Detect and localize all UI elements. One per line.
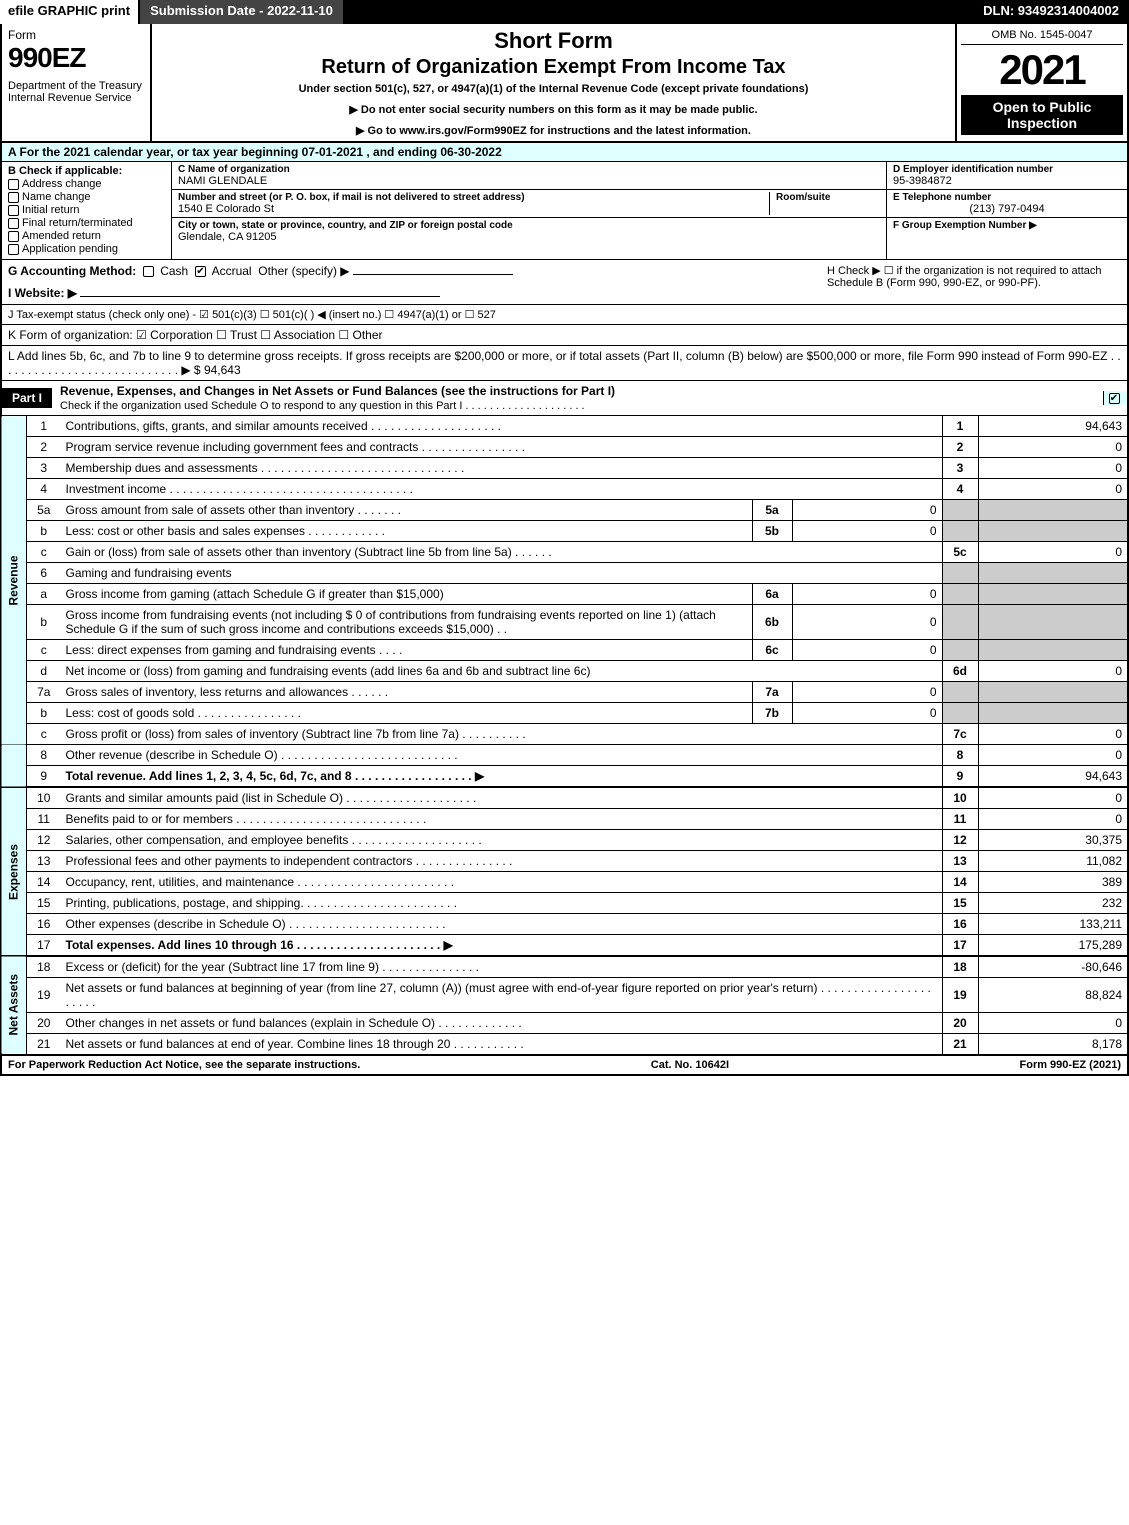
line-4: 4Investment income . . . . . . . . . . .… [1,479,1128,500]
dln-number: DLN: 93492314004002 [973,0,1129,24]
line-21: 21Net assets or fund balances at end of … [1,1034,1128,1055]
line-5b: bLess: cost or other basis and sales exp… [1,521,1128,542]
form-header-left: Form 990EZ Department of the Treasury In… [2,24,152,141]
group-exemption-label: F Group Exemption Number ▶ [893,220,1121,231]
section-l: L Add lines 5b, 6c, and 7b to line 9 to … [0,346,1129,381]
section-b-to-f: B Check if applicable: Address change Na… [0,162,1129,260]
line-2: 2Program service revenue including gover… [1,437,1128,458]
line-14: 14Occupancy, rent, utilities, and mainte… [1,872,1128,893]
section-b-header: B Check if applicable: [8,165,165,177]
part-i-check-note: Check if the organization used Schedule … [60,400,585,412]
note-ssn: ▶ Do not enter social security numbers o… [160,103,947,116]
check-cash[interactable] [143,266,154,277]
check-initial-return[interactable]: Initial return [8,204,165,216]
form-header: Form 990EZ Department of the Treasury In… [0,24,1129,143]
phone-label: E Telephone number [893,192,1121,203]
open-to-public: Open to Public Inspection [961,95,1123,135]
line-6d: dNet income or (loss) from gaming and fu… [1,661,1128,682]
line-12: 12Salaries, other compensation, and empl… [1,830,1128,851]
section-i: I Website: ▶ [8,286,821,300]
check-address-change[interactable]: Address change [8,178,165,190]
check-accrual[interactable] [195,266,206,277]
org-name-label: C Name of organization [178,164,880,175]
section-j: J Tax-exempt status (check only one) - ☑… [0,305,1129,325]
form-number: 990EZ [8,42,144,74]
form-header-center: Short Form Return of Organization Exempt… [152,24,957,141]
side-net-assets: Net Assets [1,956,27,1055]
line-7b: bLess: cost of goods sold . . . . . . . … [1,703,1128,724]
line-20: 20Other changes in net assets or fund ba… [1,1013,1128,1034]
room-label: Room/suite [776,192,880,203]
ein-value: 95-3984872 [893,175,1121,187]
top-bar: efile GRAPHIC print Submission Date - 20… [0,0,1129,24]
part-i-table: Revenue 1 Contributions, gifts, grants, … [0,416,1129,1055]
line-11: 11Benefits paid to or for members . . . … [1,809,1128,830]
tax-year: 2021 [961,45,1123,95]
line-13: 13Professional fees and other payments t… [1,851,1128,872]
part-i-tag: Part I [2,388,52,408]
note-url: ▶ Go to www.irs.gov/Form990EZ for instru… [160,124,947,137]
check-application-pending[interactable]: Application pending [8,243,165,255]
line-16: 16Other expenses (describe in Schedule O… [1,914,1128,935]
title-return: Return of Organization Exempt From Incom… [160,56,947,79]
line-6b: bGross income from fundraising events (n… [1,605,1128,640]
form-label: Form [8,28,144,42]
line-7a: 7aGross sales of inventory, less returns… [1,682,1128,703]
line-9: 9Total revenue. Add lines 1, 2, 3, 4, 5c… [1,766,1128,788]
check-schedule-o[interactable] [1109,393,1120,404]
department-label: Department of the Treasury Internal Reve… [8,80,144,104]
footer-center: Cat. No. 10642I [651,1059,729,1071]
page-footer: For Paperwork Reduction Act Notice, see … [0,1055,1129,1076]
footer-right: Form 990-EZ (2021) [1020,1059,1121,1071]
part-i-header: Part I Revenue, Expenses, and Changes in… [0,381,1129,416]
phone-value: (213) 797-0494 [893,203,1121,215]
ein-label: D Employer identification number [893,164,1121,175]
efile-label: efile GRAPHIC print [0,0,138,24]
section-g-h: G Accounting Method: Cash Accrual Other … [0,260,1129,305]
line-18: Net Assets 18Excess or (deficit) for the… [1,956,1128,978]
line-3: 3Membership dues and assessments . . . .… [1,458,1128,479]
line-6c: cLess: direct expenses from gaming and f… [1,640,1128,661]
omb-number: OMB No. 1545-0047 [961,26,1123,45]
line-10: Expenses 10Grants and similar amounts pa… [1,787,1128,809]
city-value: Glendale, CA 91205 [178,231,880,243]
line-6a: aGross income from gaming (attach Schedu… [1,584,1128,605]
part-i-title: Revenue, Expenses, and Changes in Net As… [60,384,615,398]
line-19: 19Net assets or fund balances at beginni… [1,978,1128,1013]
street-label: Number and street (or P. O. box, if mail… [178,192,763,203]
org-name: NAMI GLENDALE [178,175,880,187]
form-header-right: OMB No. 1545-0047 2021 Open to Public In… [957,24,1127,141]
street-value: 1540 E Colorado St [178,203,763,215]
side-revenue: Revenue [1,416,27,745]
side-expenses: Expenses [1,787,27,956]
line-1: Revenue 1 Contributions, gifts, grants, … [1,416,1128,437]
section-k: K Form of organization: ☑ Corporation ☐ … [0,325,1129,346]
section-b: B Check if applicable: Address change Na… [2,162,172,259]
line-5a: 5aGross amount from sale of assets other… [1,500,1128,521]
check-name-change[interactable]: Name change [8,191,165,203]
section-a-period: A For the 2021 calendar year, or tax yea… [0,143,1129,162]
line-7c: cGross profit or (loss) from sales of in… [1,724,1128,745]
title-short-form: Short Form [160,28,947,54]
line-17: 17Total expenses. Add lines 10 through 1… [1,935,1128,957]
check-amended-return[interactable]: Amended return [8,230,165,242]
subtitle: Under section 501(c), 527, or 4947(a)(1)… [160,83,947,95]
check-final-return[interactable]: Final return/terminated [8,217,165,229]
section-g: G Accounting Method: Cash Accrual Other … [8,264,821,278]
line-8: 8Other revenue (describe in Schedule O) … [1,745,1128,766]
submission-date: Submission Date - 2022-11-10 [138,0,345,24]
line-5c: cGain or (loss) from sale of assets othe… [1,542,1128,563]
line-6: 6Gaming and fundraising events [1,563,1128,584]
section-d-e-f: D Employer identification number 95-3984… [887,162,1127,259]
section-c: C Name of organization NAMI GLENDALE Num… [172,162,887,259]
gross-receipts-value: 94,643 [204,363,241,377]
city-label: City or town, state or province, country… [178,220,880,231]
footer-left: For Paperwork Reduction Act Notice, see … [8,1059,360,1071]
section-h: H Check ▶ ☐ if the organization is not r… [821,264,1121,300]
line-15: 15Printing, publications, postage, and s… [1,893,1128,914]
